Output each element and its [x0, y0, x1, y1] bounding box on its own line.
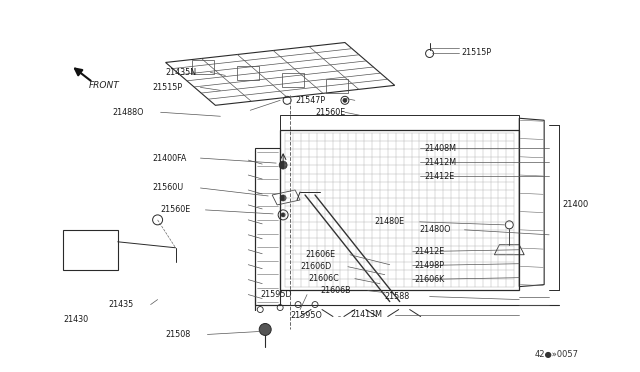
Text: 21606K: 21606K	[415, 275, 445, 284]
Text: 21498P: 21498P	[415, 261, 445, 270]
Circle shape	[280, 195, 286, 201]
Text: 21400FA: 21400FA	[152, 154, 187, 163]
Text: 21480O: 21480O	[420, 225, 451, 234]
Text: 21412M: 21412M	[424, 158, 457, 167]
Text: 21435N: 21435N	[166, 68, 196, 77]
Text: 21515P: 21515P	[461, 48, 492, 57]
Text: 21480E: 21480E	[375, 217, 405, 227]
Circle shape	[279, 161, 287, 169]
Text: 21606D: 21606D	[300, 262, 332, 271]
Text: 21515P: 21515P	[152, 83, 183, 92]
Text: 21400: 21400	[562, 201, 588, 209]
Text: FRONT: FRONT	[89, 81, 120, 90]
Text: 21595D: 21595D	[260, 290, 292, 299]
Text: 42●»0057: 42●»0057	[535, 350, 579, 359]
Text: 21547P: 21547P	[295, 96, 325, 105]
Text: 21606B: 21606B	[320, 286, 351, 295]
Text: 21430: 21430	[63, 315, 88, 324]
Text: 21435: 21435	[109, 300, 134, 309]
Circle shape	[343, 98, 347, 102]
Text: 21488O: 21488O	[113, 108, 144, 117]
Text: 21412E: 21412E	[424, 171, 455, 180]
Text: 21595O: 21595O	[290, 311, 322, 320]
Circle shape	[281, 213, 285, 217]
Text: 21560U: 21560U	[152, 183, 184, 192]
Text: 21408M: 21408M	[424, 144, 456, 153]
Text: 21588: 21588	[385, 292, 410, 301]
Bar	[63, 230, 118, 270]
Text: 21412E: 21412E	[415, 247, 445, 256]
Text: 21560E: 21560E	[161, 205, 191, 214]
Text: 21413M: 21413M	[350, 310, 382, 319]
Text: 21508: 21508	[166, 330, 191, 339]
Text: 21560E: 21560E	[315, 108, 345, 117]
Circle shape	[259, 324, 271, 336]
Text: 21606C: 21606C	[308, 274, 339, 283]
Text: 21606E: 21606E	[305, 250, 335, 259]
